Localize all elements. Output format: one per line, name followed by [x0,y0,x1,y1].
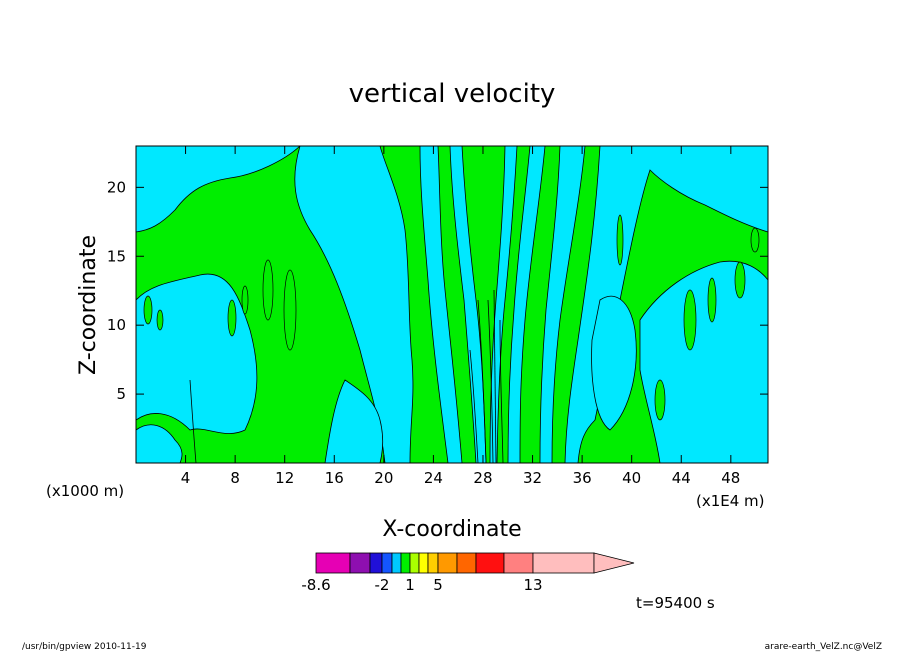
colorbar-segment [418,552,429,574]
y-axis: 5 10 15 20 [107,178,768,403]
x-tick-label: 24 [424,469,443,487]
x-tick-label: 4 [181,469,191,487]
cyan-region-lower-mid [324,379,384,463]
x-multiplier-label: (x1E4 m) [696,492,765,510]
x-tick-label: 32 [523,469,542,487]
footer-right: arare-earth_VelZ.nc@VelZ [764,642,882,652]
x-tick-label: 12 [275,469,294,487]
colorbar-tick-label: -2 [375,576,390,594]
contour-field [136,146,768,463]
colorbar-segment [391,552,402,574]
colorbar-segment [400,552,411,574]
cyan-stripe-5 [539,146,586,463]
colorbar-segment [427,552,439,574]
cyan-region-left-lower [136,273,258,434]
footer-left: /usr/bin/gpview 2010-11-19 [22,642,147,652]
time-label: t=95400 s [636,594,715,612]
x-tick-label: 8 [230,469,240,487]
colorbar-segment [437,552,458,574]
colorbar-segment [409,552,420,574]
cyan-region-left-bottom [136,424,183,463]
y-axis-title: Z-coordinate [76,235,101,375]
colorbar-tick-label: 5 [433,576,443,594]
x-tick-label: 16 [325,469,344,487]
colorbar [315,552,635,574]
cyan-region-right-lower [639,260,768,463]
x-tick-label: 44 [672,469,691,487]
y-tick-label: 5 [116,385,126,403]
colorbar-segment [456,552,477,574]
cyan-region-left-upper [136,146,301,233]
colorbar-segment [349,552,371,574]
x-tick-label: 20 [374,469,393,487]
y-tick-label: 15 [107,247,126,265]
fine-streaks [189,289,504,463]
x-axis-title: X-coordinate [382,517,521,542]
cyan-stripe-2 [449,146,487,463]
plot-frame [135,145,769,464]
colorbar-extend-arrow [593,552,635,574]
x-tick-label: 28 [473,469,492,487]
cyan-region-right-mid [591,295,637,431]
cyan-stripe-4 [507,146,546,463]
chart-title: vertical velocity [349,79,556,109]
colorbar-segment [503,552,534,574]
x-axis: 4 8 12 16 20 24 28 32 36 40 44 48 [181,146,740,487]
colorbar-segment [315,552,351,574]
x-tick-label: 48 [721,469,740,487]
cyan-stripe-3 [489,146,518,463]
cyan-region-upper-mid [294,146,414,463]
colorbar-segment [369,552,383,574]
colorbar-segment [381,552,393,574]
x-unit-label: (x1000 m) [46,482,124,500]
green-streaks [143,214,760,421]
colorbar-segment [475,552,505,574]
y-tick-label: 10 [107,316,126,334]
colorbar-segment [532,552,595,574]
y-tick-label: 20 [107,178,126,196]
colorbar-tick-label: -8.6 [301,576,330,594]
colorbar-tick-label: 13 [523,576,542,594]
colorbar-tick-label: 1 [405,576,415,594]
x-tick-label: 40 [622,469,641,487]
x-tick-label: 36 [573,469,592,487]
colorbar-tick-labels: -8.6 -2 1 5 13 [301,576,542,594]
